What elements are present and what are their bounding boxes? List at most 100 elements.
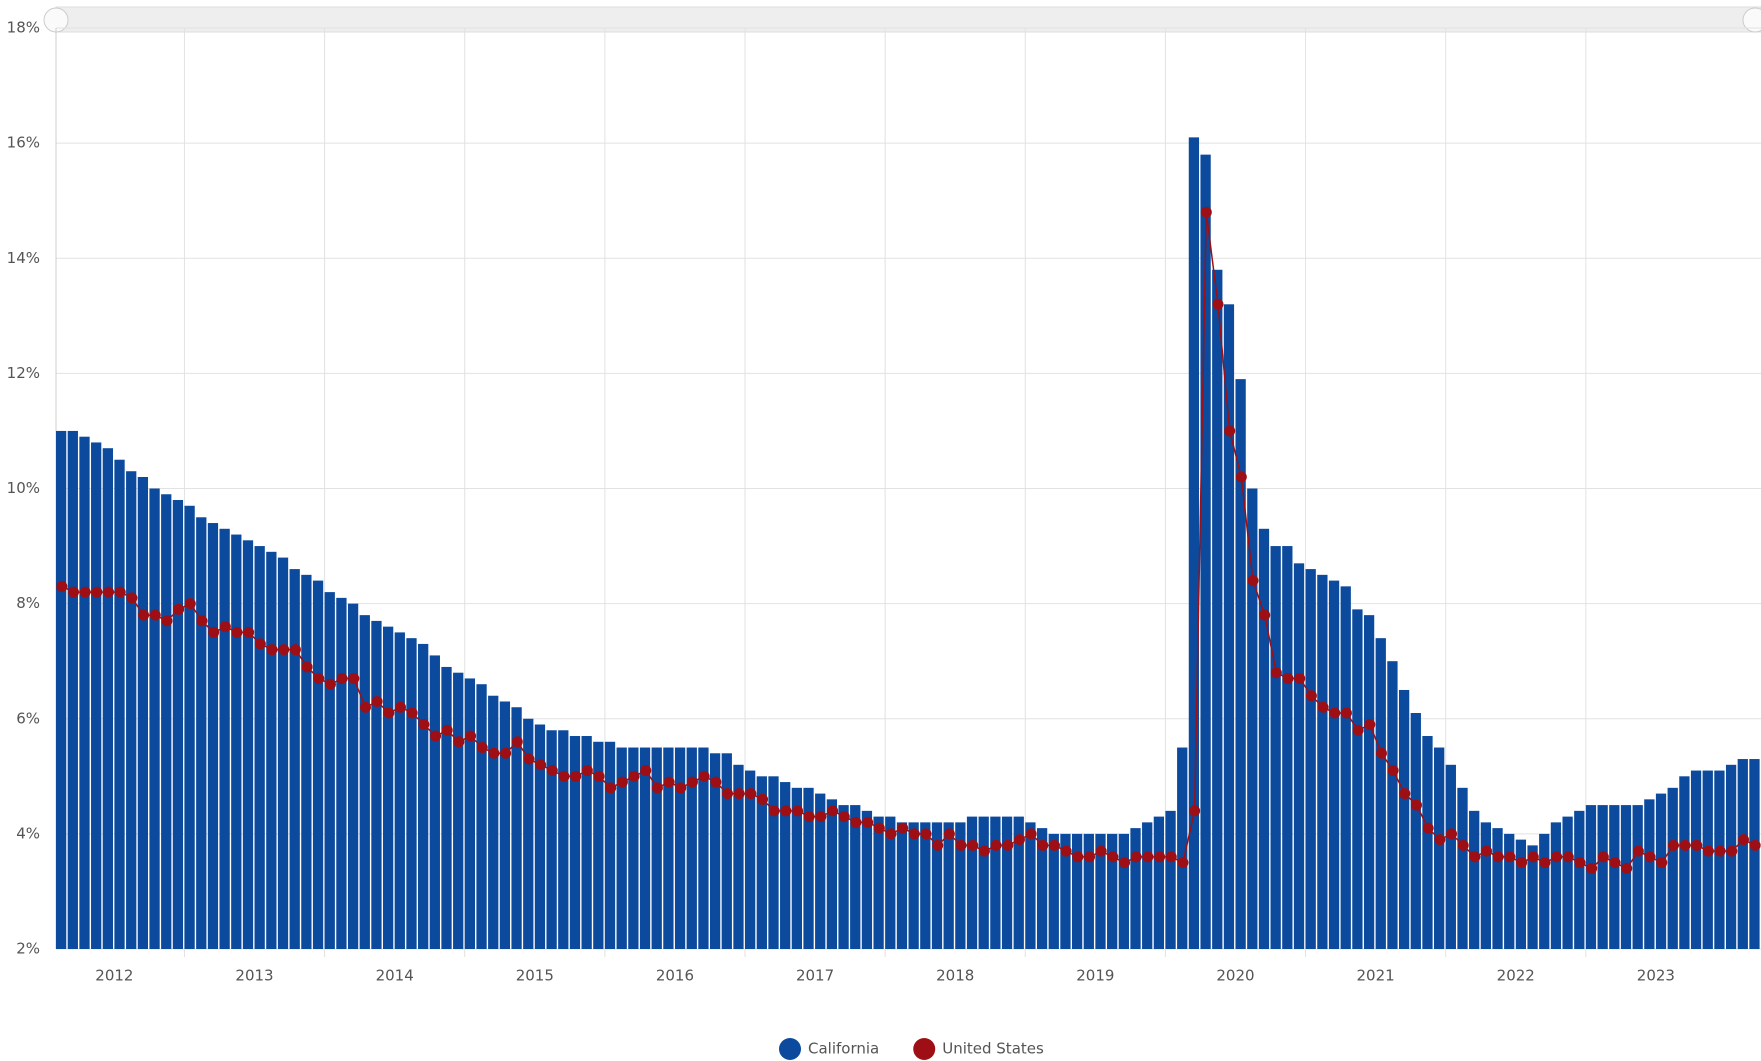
point [1410, 799, 1422, 811]
bar [1597, 805, 1608, 949]
bar [406, 638, 417, 949]
point [955, 839, 967, 851]
bar [838, 805, 849, 949]
x-tick-label: 2022 [1497, 967, 1535, 985]
point [1154, 851, 1166, 863]
bar [1013, 816, 1024, 949]
point [1107, 851, 1119, 863]
point [1235, 471, 1247, 483]
point [1025, 828, 1037, 840]
y-tick-label: 6% [16, 709, 40, 727]
bar [1725, 764, 1737, 949]
bar [1001, 816, 1013, 949]
bar [1398, 689, 1410, 949]
point [289, 644, 301, 656]
bar [359, 615, 370, 949]
bar [943, 822, 954, 949]
point [815, 811, 827, 823]
x-tick-label: 2013 [235, 967, 273, 985]
point [79, 586, 91, 598]
point [301, 661, 313, 673]
bar [1527, 845, 1538, 949]
bar [1690, 770, 1702, 949]
bar [523, 718, 534, 949]
point [1247, 575, 1259, 587]
bar [558, 730, 569, 949]
point [803, 811, 815, 823]
bar [149, 488, 160, 949]
bar [126, 471, 137, 949]
bar [476, 684, 487, 949]
point [1656, 857, 1668, 869]
bar [1632, 805, 1643, 949]
point [1702, 845, 1714, 857]
bar [184, 505, 195, 949]
point [219, 621, 231, 633]
point [1679, 839, 1691, 851]
point [593, 770, 605, 782]
bar [1282, 546, 1293, 949]
x-tick-label: 2012 [95, 967, 133, 985]
bar [1165, 810, 1176, 949]
bar [499, 701, 511, 949]
bar [931, 822, 943, 949]
point [371, 695, 383, 707]
bar [1679, 776, 1690, 949]
point [1340, 707, 1352, 719]
point [1352, 724, 1364, 736]
point [698, 770, 710, 782]
point [243, 626, 255, 638]
bar [920, 822, 931, 949]
bar [67, 430, 78, 949]
bar [826, 799, 838, 949]
bar [1550, 822, 1562, 949]
bar [453, 672, 464, 949]
point [733, 788, 745, 800]
bar [441, 666, 452, 949]
point [1060, 845, 1072, 857]
bar [336, 597, 347, 949]
point [1737, 834, 1749, 846]
point [1586, 862, 1598, 874]
point [943, 828, 955, 840]
navigator-handle[interactable] [1742, 7, 1761, 33]
legend-marker [913, 1038, 936, 1060]
bar [1247, 488, 1258, 949]
point [1492, 851, 1504, 863]
point [278, 644, 290, 656]
bar [79, 436, 90, 950]
point [173, 603, 185, 615]
point [605, 782, 617, 794]
point [1527, 851, 1539, 863]
bar [569, 736, 581, 949]
point [1481, 845, 1493, 857]
point [500, 747, 512, 759]
bar [990, 816, 1001, 949]
bar [628, 747, 639, 949]
point [488, 747, 500, 759]
bar [709, 753, 721, 949]
point [850, 816, 862, 828]
point [465, 730, 477, 742]
bar [1200, 154, 1211, 949]
labels: 2% 4% 6% 8% 10% 12% 14% 16% 18% 2012 2013 2014 2015 2… [7, 19, 1675, 985]
bar [1153, 816, 1165, 949]
point [897, 822, 909, 834]
bar [1387, 661, 1398, 949]
point [149, 609, 161, 621]
point [266, 644, 278, 656]
y-tick-label: 2% [16, 940, 40, 958]
bar [978, 816, 989, 949]
point [1574, 857, 1586, 869]
bar [581, 736, 592, 949]
point [91, 586, 103, 598]
bar [196, 517, 207, 949]
bar [161, 494, 172, 949]
point [395, 701, 407, 713]
bar [418, 643, 429, 949]
bar [896, 822, 908, 949]
bar [382, 626, 394, 949]
point [1597, 851, 1609, 863]
bar [733, 764, 744, 949]
bar [1328, 580, 1340, 949]
